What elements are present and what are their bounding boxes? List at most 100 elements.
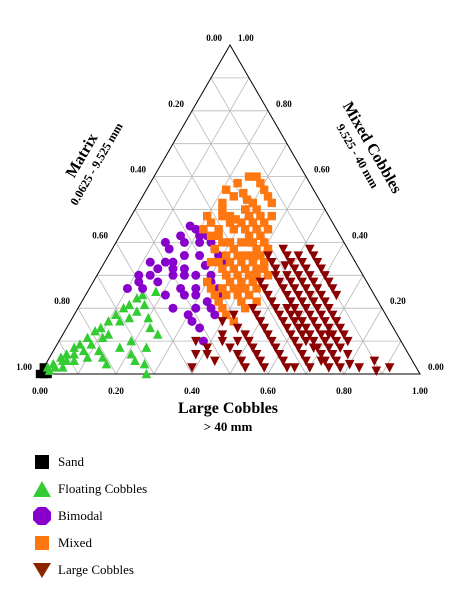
point-large-cobbles xyxy=(316,310,326,320)
point-bimodal xyxy=(195,323,205,333)
point-bimodal xyxy=(195,231,205,241)
point-large-cobbles xyxy=(263,330,273,340)
ternary-chart: 0.00 1.00 0.00 0.20 0.80 0.20 0.40 0.60 0.40 0.60… xyxy=(16,33,444,434)
legend-marker-mixed xyxy=(35,536,49,550)
point-floating-cobbles xyxy=(137,289,148,300)
point-mixed xyxy=(218,198,227,208)
point-mixed xyxy=(263,225,273,234)
point-large-cobbles xyxy=(308,317,319,327)
point-floating-cobbles xyxy=(115,316,125,326)
point-floating-cobbles xyxy=(61,349,72,359)
point-floating-cobbles xyxy=(75,339,85,349)
point-large-cobbles xyxy=(202,350,212,360)
point-bimodal xyxy=(179,270,189,280)
point-large-cobbles xyxy=(270,271,281,281)
point-mixed xyxy=(248,251,257,260)
left-tick-label: 0.00 xyxy=(206,33,222,43)
left-axis-title: Matrix 0.0625 - 9.525 mm xyxy=(63,120,126,208)
point-mixed xyxy=(206,231,216,241)
point-floating-cobbles xyxy=(118,303,129,313)
point-bimodal xyxy=(145,257,155,267)
point-large-cobbles xyxy=(270,264,281,274)
grid-line xyxy=(96,275,155,375)
point-mixed xyxy=(252,264,261,273)
point-large-cobbles xyxy=(255,317,266,327)
point-mixed xyxy=(267,211,276,221)
point-mixed xyxy=(260,185,269,194)
point-bimodal xyxy=(206,237,216,247)
point-large-cobbles xyxy=(327,284,338,294)
point-large-cobbles xyxy=(191,350,201,360)
point-large-cobbles xyxy=(293,310,304,320)
point-large-cobbles xyxy=(331,356,342,367)
point-floating-cobbles xyxy=(44,365,55,375)
grid-line xyxy=(210,77,383,375)
right-tick-label: 0.20 xyxy=(390,296,406,306)
point-large-cobbles xyxy=(232,323,243,334)
point-bimodal xyxy=(160,290,170,300)
point-large-cobbles xyxy=(267,257,277,268)
point-large-cobbles xyxy=(248,343,258,353)
point-large-cobbles xyxy=(312,257,323,268)
point-bimodal xyxy=(168,257,178,267)
point-large-cobbles xyxy=(316,290,326,301)
point-large-cobbles xyxy=(324,277,334,288)
ternary-frame xyxy=(39,44,421,375)
point-large-cobbles xyxy=(286,297,296,307)
point-large-cobbles xyxy=(229,310,239,320)
point-mixed xyxy=(203,211,212,221)
point-mixed xyxy=(256,231,265,241)
point-floating-cobbles xyxy=(141,342,152,352)
point-large-cobbles xyxy=(293,271,304,281)
grid-line xyxy=(115,242,193,375)
point-large-cobbles xyxy=(324,363,334,373)
point-large-cobbles xyxy=(301,304,311,314)
legend-label-sand: Sand xyxy=(58,454,84,469)
point-large-cobbles xyxy=(320,317,330,327)
point-floating-cobbles xyxy=(153,329,163,339)
point-floating-cobbles xyxy=(141,368,152,379)
point-large-cobbles xyxy=(305,244,315,255)
point-mixed xyxy=(244,290,254,300)
bottom-tick-label: 0.40 xyxy=(184,386,200,396)
grid-line xyxy=(381,340,402,375)
point-large-cobbles xyxy=(331,317,342,327)
point-floating-cobbles xyxy=(145,322,155,333)
point-mixed xyxy=(260,257,269,267)
point-floating-cobbles xyxy=(132,293,142,303)
point-bimodal xyxy=(160,257,170,267)
point-large-cobbles xyxy=(259,284,269,294)
point-mixed xyxy=(225,238,235,247)
point-mixed xyxy=(222,310,231,319)
point-floating-cobbles xyxy=(115,342,125,352)
point-mixed xyxy=(222,251,231,260)
point-large-cobbles xyxy=(316,264,326,274)
point-mixed xyxy=(256,251,265,260)
point-mixed xyxy=(229,244,238,254)
point-large-cobbles xyxy=(320,271,330,281)
point-large-cobbles xyxy=(282,251,292,261)
point-floating-cobbles xyxy=(103,329,114,339)
point-large-cobbles xyxy=(232,350,243,360)
legend-label-bimodal: Bimodal xyxy=(58,508,103,523)
point-mixed xyxy=(233,251,242,260)
point-large-cobbles xyxy=(335,343,345,353)
point-mixed xyxy=(252,244,261,254)
point-mixed xyxy=(248,218,257,227)
ternary-ticks: 0.00 1.00 0.00 0.20 0.80 0.20 0.40 0.60 0.40 0.60… xyxy=(16,33,444,396)
legend-label-large-cobbles: Large Cobbles xyxy=(58,562,134,577)
point-large-cobbles xyxy=(301,284,311,294)
point-large-cobbles xyxy=(278,284,288,294)
point-large-cobbles xyxy=(331,290,342,301)
point-large-cobbles xyxy=(225,343,235,353)
point-mixed xyxy=(214,297,223,306)
bottom-tick-label: 0.20 xyxy=(108,386,124,396)
point-floating-cobbles xyxy=(101,358,112,369)
bottom-axis-title: Large Cobbles > 40 mm xyxy=(178,400,278,434)
point-mixed xyxy=(218,264,227,273)
left-tick-label: 0.40 xyxy=(130,165,146,175)
point-large-cobbles xyxy=(289,317,300,327)
point-bimodal xyxy=(191,290,201,300)
point-bimodal xyxy=(187,316,197,326)
point-mixed xyxy=(237,284,246,293)
